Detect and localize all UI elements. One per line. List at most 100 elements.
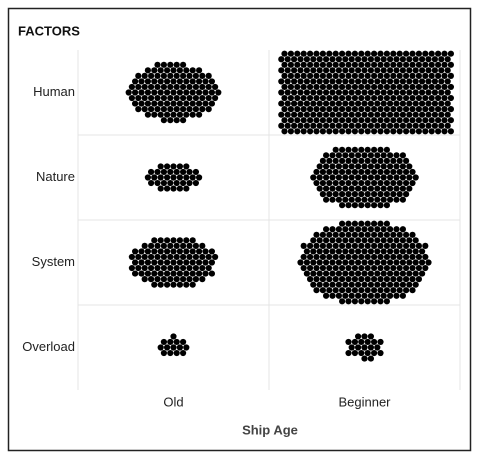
dot [364,338,371,346]
dot [380,100,387,107]
dot [199,72,206,79]
dot [180,106,187,113]
dot [208,89,215,96]
dot [403,72,410,79]
dot [351,220,358,227]
dot [170,174,177,181]
dot [212,253,219,261]
dot [361,333,368,340]
dot [406,259,413,266]
dot [380,292,387,299]
dot [361,259,368,266]
dot [176,344,183,351]
dot [329,122,336,129]
dot [355,163,362,170]
dot [390,264,397,272]
dot [393,196,400,203]
dot [380,237,387,244]
dot [371,298,378,305]
dot [348,78,355,85]
dot [332,128,339,135]
dot [186,83,193,91]
dot [332,94,339,102]
dot [326,253,333,261]
dot [419,78,426,85]
dot [377,276,384,283]
dot [387,152,394,159]
dot [377,202,384,209]
dot [326,168,333,176]
dot [383,264,390,272]
dot [316,185,323,192]
dot [313,128,320,135]
dot [196,270,203,277]
dot [441,94,448,102]
dot [412,270,419,277]
dot [323,174,330,181]
dot [173,338,180,346]
dot [329,292,336,299]
dot [310,56,317,63]
dot [180,179,187,187]
dot [287,72,294,79]
dot [374,281,381,288]
dot [377,106,384,113]
dot [396,117,403,124]
dot [412,100,419,107]
dot [319,157,326,164]
dot [422,253,429,261]
dot [419,248,426,255]
dot [212,83,219,91]
dot [412,248,419,255]
dot [351,94,358,102]
dot [380,122,387,129]
dot [176,237,183,244]
dot [444,89,451,96]
dot [170,281,177,288]
dot [364,117,371,124]
dot [323,226,330,233]
dot [390,72,397,79]
dot [316,122,323,129]
dot [415,106,422,113]
dot [170,100,177,107]
dot [399,259,406,266]
dot [316,237,323,244]
dot [176,259,183,266]
dot [323,163,330,170]
dot [183,111,190,118]
dot [208,100,215,107]
dot [374,196,381,203]
dot [291,111,298,118]
dot [167,179,174,187]
dot [371,61,378,68]
dot [377,157,384,164]
dot [183,281,190,288]
dot [319,117,326,124]
dot [307,128,314,135]
dot [399,292,406,299]
dot [358,231,365,238]
dot [335,111,342,118]
dot [422,242,429,249]
dot [339,179,346,187]
dot [393,174,400,181]
dot [390,61,397,68]
dot [374,185,381,192]
dot [399,196,406,203]
dot [435,61,442,68]
dot [125,89,132,96]
dot [415,253,422,261]
dot [380,270,387,277]
dot [208,78,215,85]
dot-cluster [297,220,432,305]
dot [180,338,187,346]
dot [151,248,158,255]
dot [339,61,346,68]
dot [364,94,371,102]
dot [173,61,180,68]
dot [351,202,358,209]
dot [186,72,193,79]
dot [278,122,285,129]
dot [351,253,358,261]
